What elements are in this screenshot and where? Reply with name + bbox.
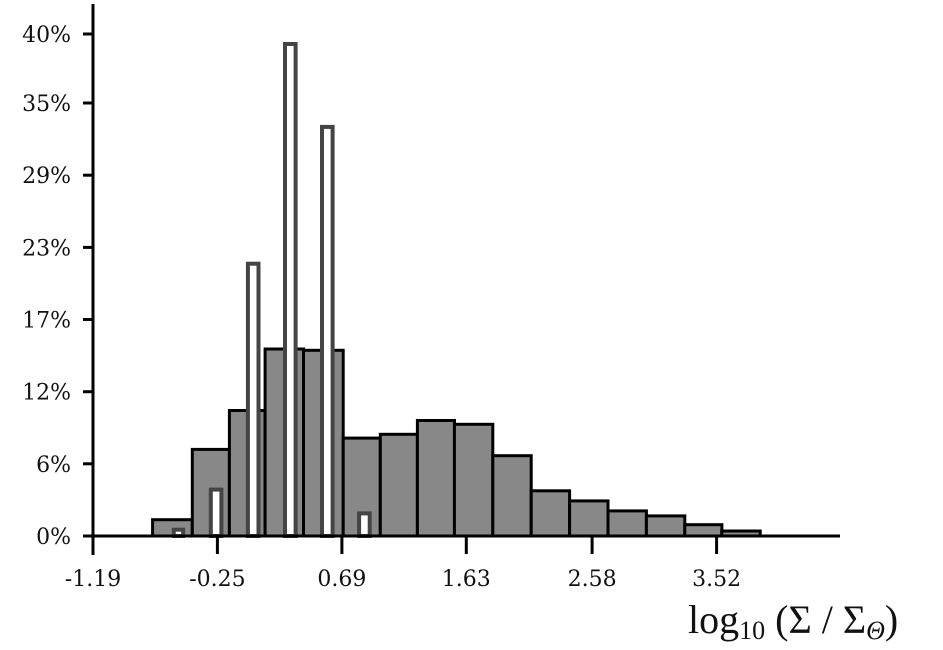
histogram-bar	[529, 489, 572, 538]
x-tick-label: 2.58	[568, 567, 617, 592]
x-axis-label-close: )	[885, 597, 898, 642]
x-axis-label: log10 (Σ / ΣΘ)	[688, 597, 898, 645]
x-axis-label-expr: (Σ / Σ	[765, 597, 866, 642]
histogram-bar	[378, 432, 419, 538]
x-tick-label: -1.19	[65, 567, 121, 592]
x-tick-label: -0.25	[189, 567, 245, 592]
x-tick-label: 1.63	[442, 567, 491, 592]
outline-bar	[283, 42, 298, 538]
histogram-bar	[491, 454, 533, 538]
x-tick-label: 0.69	[317, 567, 366, 592]
outline-bar	[208, 487, 224, 539]
y-tick-label: 29%	[22, 164, 71, 189]
outline-bar	[245, 261, 261, 538]
x-axis-label-sub2: Θ	[866, 616, 885, 645]
y-tick-label: 35%	[22, 92, 71, 117]
histogram-bar	[415, 419, 456, 538]
outline-bar	[320, 124, 335, 539]
x-axis-label-base: log	[688, 597, 739, 642]
y-tick-label: 0%	[36, 525, 71, 550]
y-tick-label: 17%	[22, 309, 71, 334]
histogram-bar	[606, 509, 648, 538]
ticks-layer: 0% 6% 12% 17% 23% 29% 35% 40% -1.19 -0.25 0.69 1.63…	[22, 23, 741, 592]
y-tick-label: 6%	[36, 453, 71, 478]
histogram-bar	[644, 514, 687, 538]
histogram-bar	[568, 499, 610, 538]
y-tick-label: 12%	[22, 381, 71, 406]
bars-layer	[151, 42, 762, 539]
histogram-bar	[452, 422, 495, 538]
outline-bar	[357, 511, 372, 539]
y-tick-label: 40%	[22, 23, 71, 48]
histogram-bar	[683, 523, 724, 538]
x-axis-label-sub: 10	[739, 616, 765, 645]
x-tick-label: 3.52	[692, 567, 741, 592]
y-tick-label: 23%	[22, 236, 71, 261]
